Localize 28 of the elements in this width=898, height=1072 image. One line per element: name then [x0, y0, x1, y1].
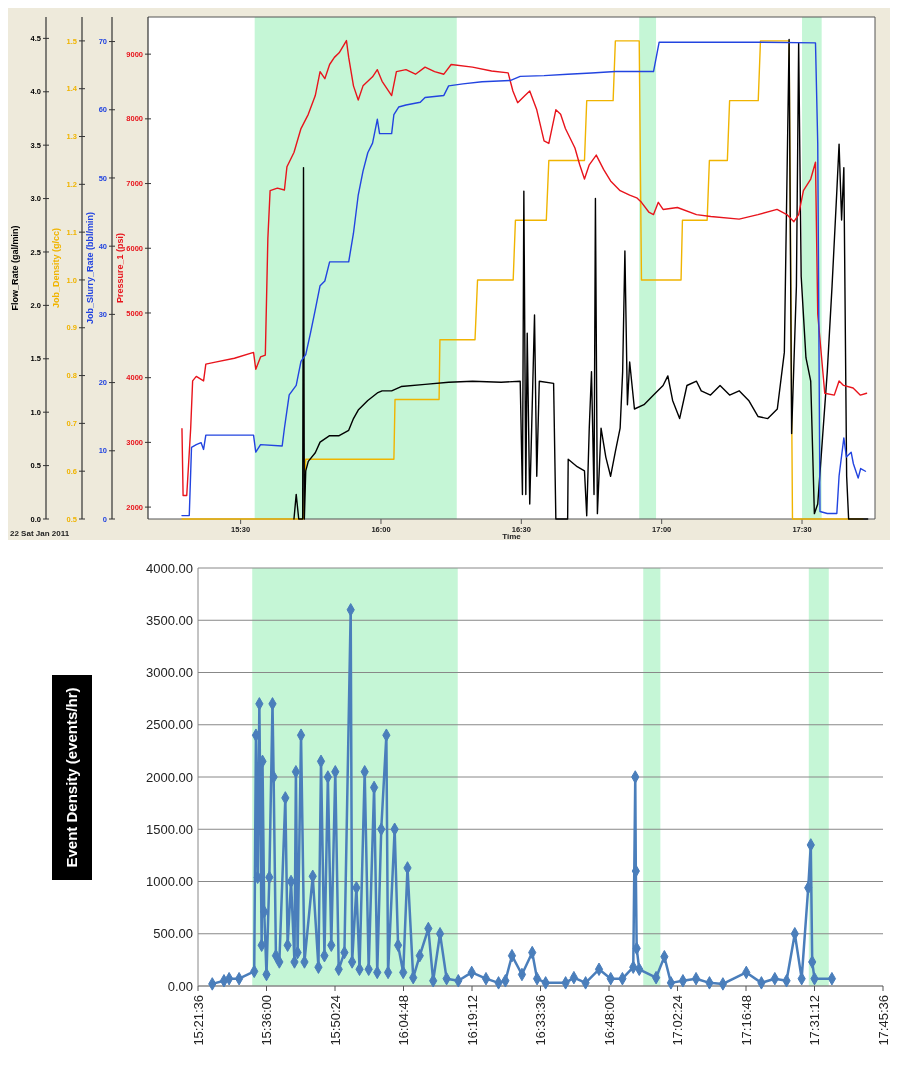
y-tick-label: 1500.00 [146, 821, 193, 837]
x-tick-label: 16:04:48 [396, 995, 412, 1046]
y-tick-label: 2000.00 [146, 769, 193, 785]
x-tick-label: 17:02:24 [670, 995, 686, 1046]
y-tick-label: 0.00 [167, 978, 193, 994]
x-tick-label: 17:31:12 [807, 995, 823, 1046]
text: 22 Sat Jan 2011 [10, 529, 70, 538]
x-tick-label: 17:16:48 [738, 995, 754, 1046]
x-axis-title: Time [502, 532, 522, 541]
x-tick-label: 16:19:12 [464, 995, 480, 1046]
x-tick-label: 15:36:00 [259, 995, 275, 1046]
y-axis-title: Job_Slurry_Rate (bbl/min) [84, 211, 95, 325]
y-axis-title: Event Density (events/hr) [63, 687, 81, 868]
line-series [293, 38, 869, 520]
y-tick-label: 500.00 [153, 926, 193, 942]
y-axis-title: Flow_Rate (gal/min) [9, 225, 20, 311]
x-tick-label: 16:48:00 [601, 995, 617, 1046]
y-tick-label: 3000.00 [146, 665, 193, 681]
y-tick-label: 3500.00 [146, 612, 193, 628]
y-tick-label: 2500.00 [146, 717, 193, 733]
x-tick-label: 17:45:36 [875, 995, 891, 1046]
x-tick-label: 16:33:36 [533, 995, 549, 1046]
x-tick-label: 15:50:24 [327, 995, 343, 1046]
y-tick-label: 1000.00 [146, 874, 193, 890]
y2-axis-title: Pressure_1 (psi) [114, 232, 125, 304]
y-tick-label: 4000.00 [146, 560, 193, 576]
x-tick-label: 15:21:36 [190, 995, 206, 1046]
y2-axis-title: Job_Density (g/cc) [50, 227, 61, 309]
